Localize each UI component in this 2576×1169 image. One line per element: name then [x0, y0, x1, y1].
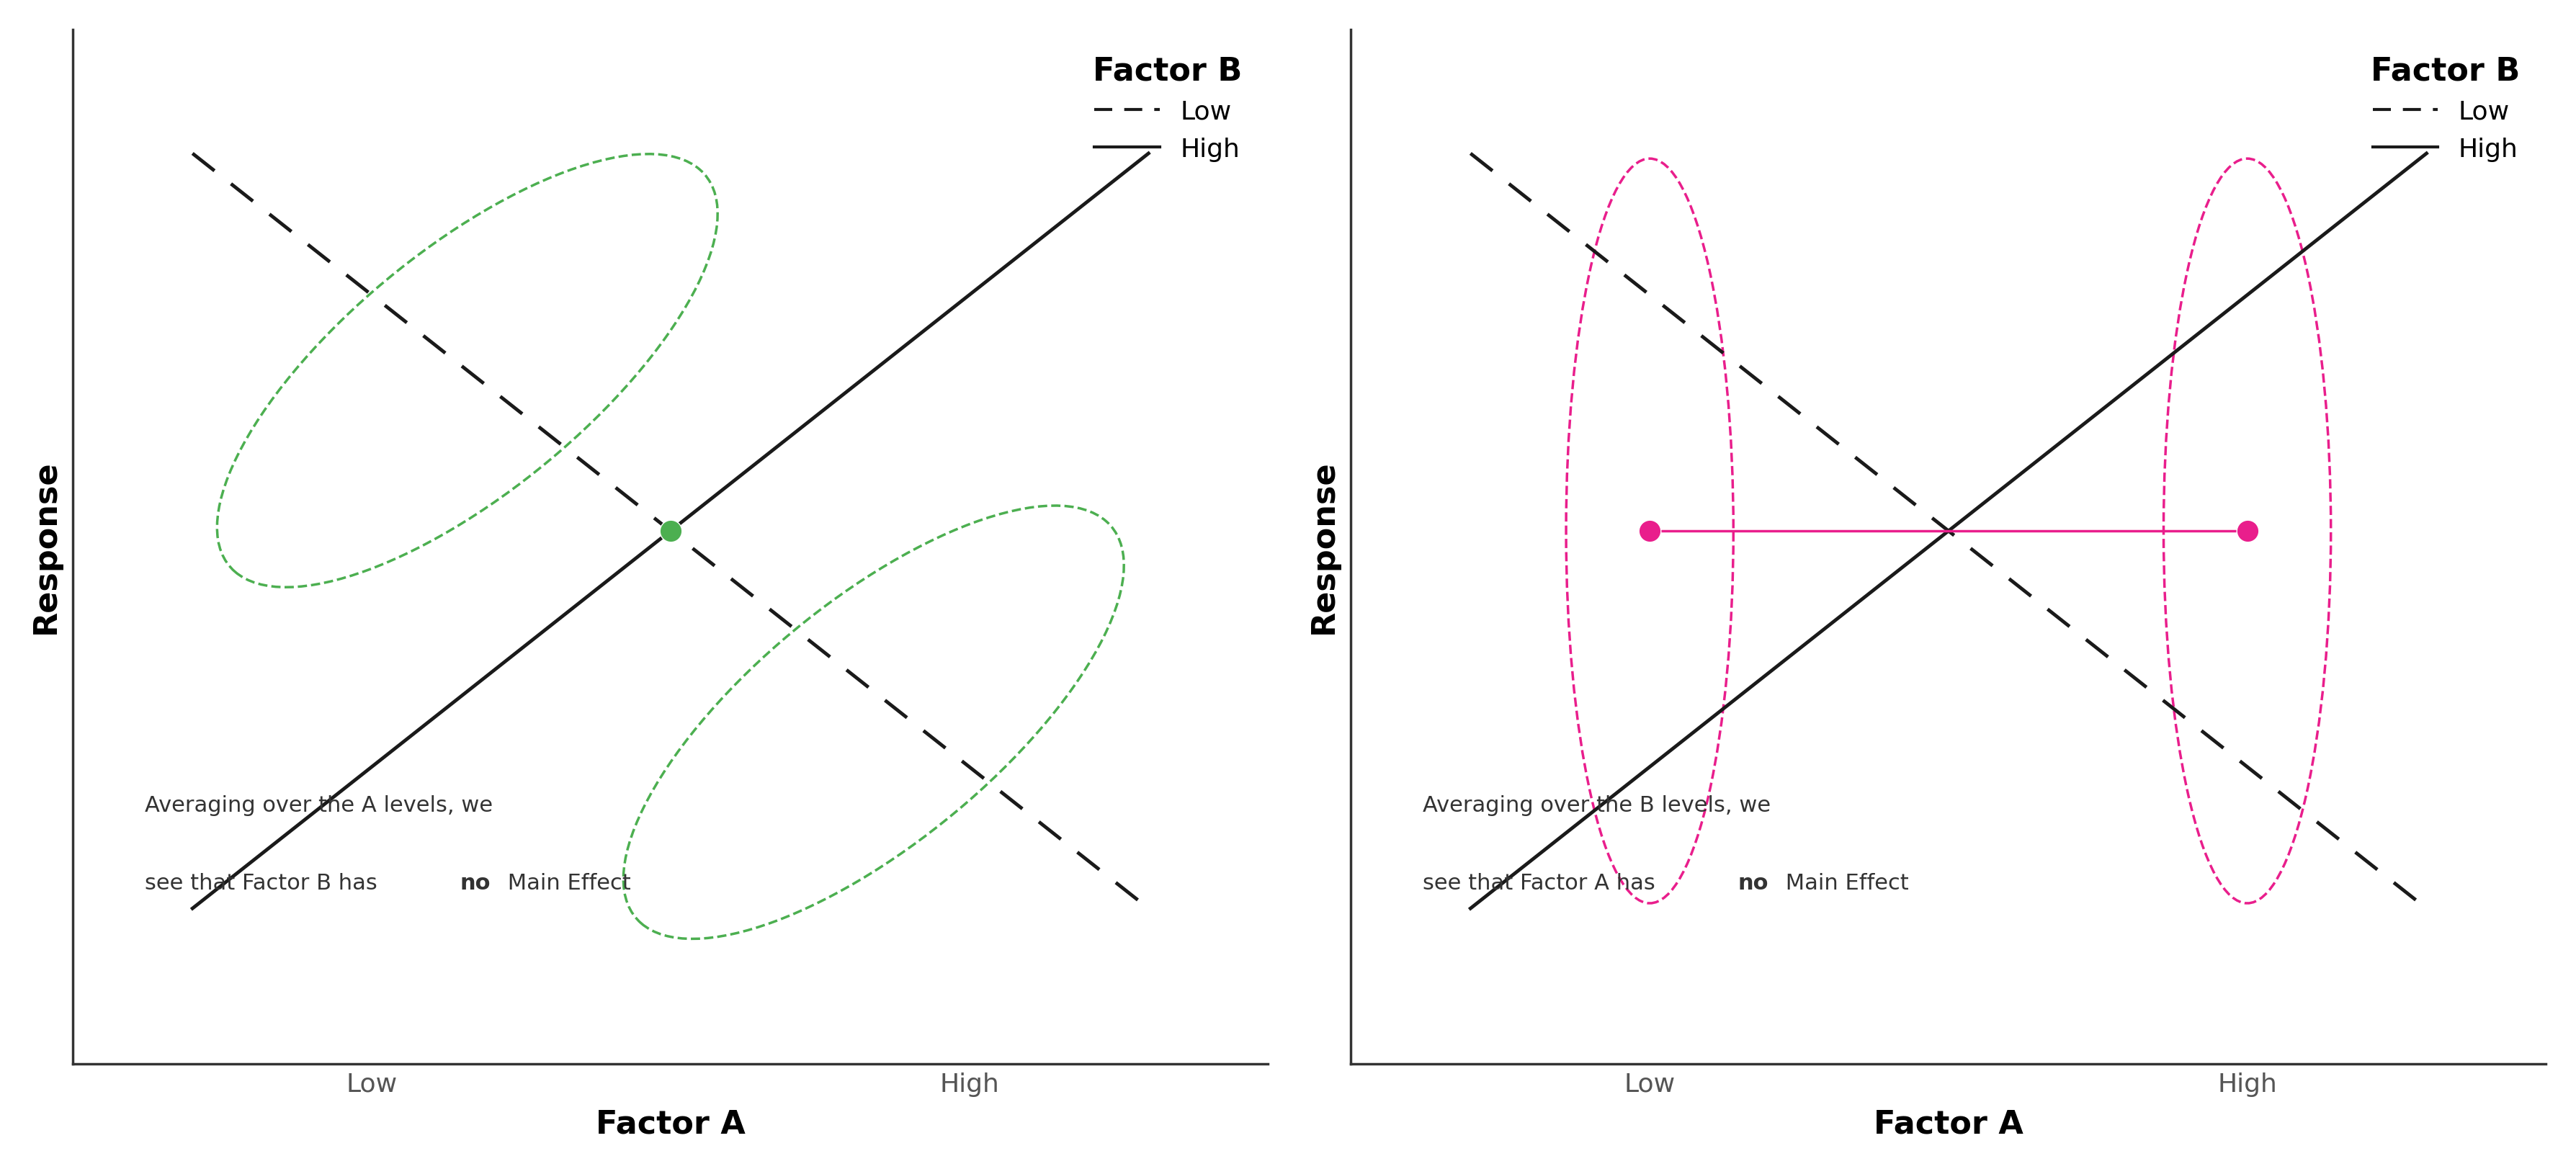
Text: see that Factor A has: see that Factor A has: [1422, 872, 1662, 893]
Text: Averaging over the A levels, we: Averaging over the A levels, we: [144, 795, 492, 816]
Legend: Low, High: Low, High: [1079, 43, 1255, 175]
Text: Averaging over the B levels, we: Averaging over the B levels, we: [1422, 795, 1770, 816]
Text: no: no: [461, 872, 489, 893]
Text: see that Factor B has: see that Factor B has: [144, 872, 384, 893]
Text: Main Effect: Main Effect: [500, 872, 631, 893]
X-axis label: Factor A: Factor A: [1873, 1108, 2022, 1139]
Y-axis label: Response: Response: [31, 459, 62, 634]
Y-axis label: Response: Response: [1309, 459, 1340, 634]
Legend: Low, High: Low, High: [2357, 43, 2532, 175]
Text: no: no: [1739, 872, 1770, 893]
X-axis label: Factor A: Factor A: [595, 1108, 744, 1139]
Text: Main Effect: Main Effect: [1777, 872, 1909, 893]
